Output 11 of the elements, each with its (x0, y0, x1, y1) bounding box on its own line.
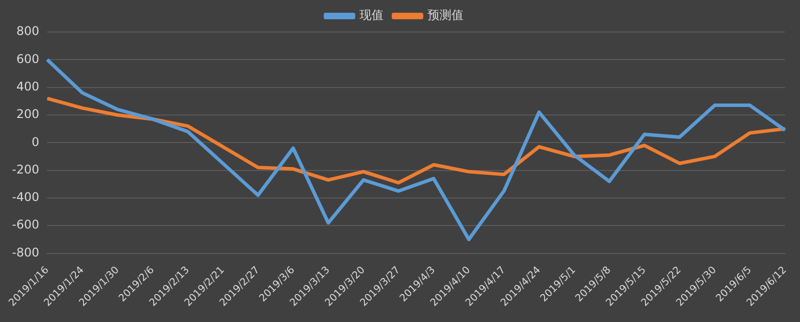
y-tick-label: -400 (12, 190, 40, 204)
legend-label: 现值 (360, 8, 384, 22)
y-tick-label: -600 (12, 218, 40, 232)
y-tick-label: 400 (16, 79, 40, 94)
legend-label: 预测值 (428, 8, 464, 22)
y-tick-label: 800 (16, 24, 40, 38)
y-tick-label: 200 (16, 107, 40, 122)
y-tick-label: 600 (16, 52, 40, 66)
y-tick-label: 0 (32, 134, 40, 149)
y-tick-label: -800 (12, 245, 40, 260)
y-tick-label: -200 (12, 162, 40, 176)
